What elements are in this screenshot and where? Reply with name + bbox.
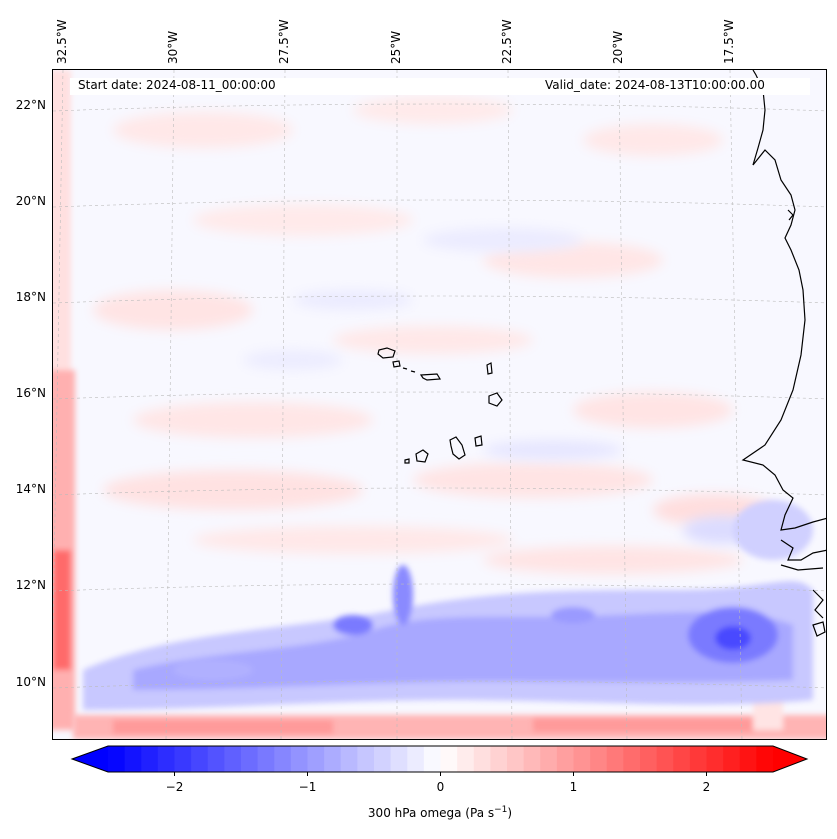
colorbar-cell bbox=[756, 746, 774, 772]
colorbar-cell bbox=[374, 746, 392, 772]
colorbar-cell bbox=[390, 746, 408, 772]
colorbar-cell bbox=[274, 746, 292, 772]
colorbar-cell bbox=[241, 746, 259, 772]
colorbar-cell bbox=[689, 746, 708, 772]
lon-label: 25°W bbox=[389, 30, 403, 64]
lat-label: 14°N bbox=[15, 482, 46, 496]
colorbar-cell bbox=[473, 746, 491, 772]
lon-label: 22.5°W bbox=[500, 19, 514, 64]
parallel-line bbox=[53, 680, 826, 689]
lat-label: 16°N bbox=[15, 386, 46, 400]
colorbar-cell bbox=[340, 746, 358, 772]
lon-label: 27.5°W bbox=[277, 19, 291, 64]
colorbar-cell bbox=[540, 746, 558, 772]
colorbar-cell bbox=[723, 746, 741, 772]
island-sao-vicente bbox=[392, 360, 401, 368]
colorbar-cell bbox=[174, 746, 192, 772]
colorbar-cell bbox=[623, 746, 641, 772]
island-sal bbox=[486, 362, 493, 375]
island-maio bbox=[474, 435, 483, 447]
coastline bbox=[377, 70, 826, 637]
lon-label: 30°W bbox=[166, 30, 180, 64]
colorbar-cell bbox=[124, 746, 142, 772]
colorbar-cell bbox=[556, 746, 575, 772]
island-boa-vista bbox=[488, 392, 503, 407]
colorbar-cell bbox=[656, 746, 674, 772]
parallel-line bbox=[53, 583, 826, 592]
colorbar-cell bbox=[507, 746, 525, 772]
meridian-line bbox=[618, 70, 628, 739]
colorbar-cell bbox=[457, 746, 475, 772]
colorbar-cell bbox=[290, 746, 309, 772]
meridian-line bbox=[507, 70, 513, 739]
colorbar-cell bbox=[191, 746, 209, 772]
colorbar-cell bbox=[423, 746, 442, 772]
colorbar-tick-marks bbox=[174, 772, 707, 776]
colorbar-label: 300 hPa omega (Pa s−1) bbox=[367, 805, 513, 820]
colorbar-tick-label: 0 bbox=[436, 780, 445, 794]
island-santo-antao bbox=[377, 347, 396, 359]
graticule bbox=[53, 70, 826, 739]
colorbar-cell bbox=[157, 746, 176, 772]
lat-label: 22°N bbox=[15, 98, 46, 112]
colorbar-cell bbox=[224, 746, 242, 772]
colorbar-cell bbox=[590, 746, 608, 772]
colorbar-max-extend bbox=[773, 746, 807, 772]
colorbar-cell bbox=[440, 746, 458, 772]
bottom-edge-descent bbox=[73, 690, 826, 739]
lat-label: 20°N bbox=[15, 194, 46, 208]
left-edge-descent bbox=[53, 70, 75, 730]
colorbar-outline bbox=[70, 745, 809, 773]
lat-label: 10°N bbox=[15, 675, 46, 689]
omega-field-map bbox=[53, 70, 826, 739]
lat-label: 12°N bbox=[15, 578, 46, 592]
colorbar-cell bbox=[640, 746, 658, 772]
island-santiago bbox=[449, 436, 466, 460]
map-panel bbox=[52, 69, 827, 740]
colorbar-min-extend bbox=[72, 746, 108, 772]
parallel-line bbox=[53, 103, 826, 112]
colorbar-cell bbox=[324, 746, 342, 772]
colorbar-cell bbox=[108, 746, 126, 772]
colorbar-cell bbox=[573, 746, 591, 772]
colorbar-tick-label: −2 bbox=[165, 780, 184, 794]
meridian-line bbox=[280, 70, 286, 739]
colorbar-cell bbox=[706, 746, 724, 772]
colorbar-cell bbox=[490, 746, 508, 772]
info-band bbox=[70, 78, 810, 95]
colorbar-cell bbox=[141, 746, 159, 772]
negative-omega-patches bbox=[243, 228, 763, 544]
start-date-label: Start date: 2024-08-11_00:00:00 bbox=[78, 78, 276, 92]
colorbar-tick-label: 2 bbox=[702, 780, 711, 794]
colorbar-cell bbox=[523, 746, 541, 772]
parallel-line bbox=[53, 295, 826, 304]
parallel-line bbox=[53, 391, 826, 400]
parallel-line bbox=[53, 487, 826, 496]
colorbar-cells bbox=[72, 746, 807, 772]
lon-label: 17.5°W bbox=[722, 19, 736, 64]
colorbar-cell bbox=[407, 746, 425, 772]
meridian-line bbox=[729, 70, 743, 739]
colorbar-cell bbox=[673, 746, 691, 772]
colorbar bbox=[70, 745, 809, 776]
meridian-line bbox=[165, 70, 175, 739]
valid-date-label: Valid_date: 2024-08-13T10:00:00.00 bbox=[545, 78, 765, 92]
colorbar-cell bbox=[357, 746, 375, 772]
parallel-line bbox=[53, 199, 826, 208]
colorbar-tick-label: 1 bbox=[569, 780, 578, 794]
lat-label: 18°N bbox=[15, 290, 46, 304]
colorbar-cell bbox=[606, 746, 624, 772]
ascent-band bbox=[83, 500, 813, 710]
colorbar-cell bbox=[739, 746, 757, 772]
colorbar-tick-label: −1 bbox=[298, 780, 317, 794]
lon-label: 32.5°W bbox=[55, 19, 69, 64]
lon-label: 20°W bbox=[611, 30, 625, 64]
island-fogo bbox=[415, 449, 429, 463]
colorbar-cell bbox=[207, 746, 225, 772]
island-brava bbox=[404, 458, 410, 464]
island-sao-nicolau bbox=[419, 373, 442, 381]
colorbar-cell bbox=[257, 746, 275, 772]
colorbar-cell bbox=[307, 746, 325, 772]
